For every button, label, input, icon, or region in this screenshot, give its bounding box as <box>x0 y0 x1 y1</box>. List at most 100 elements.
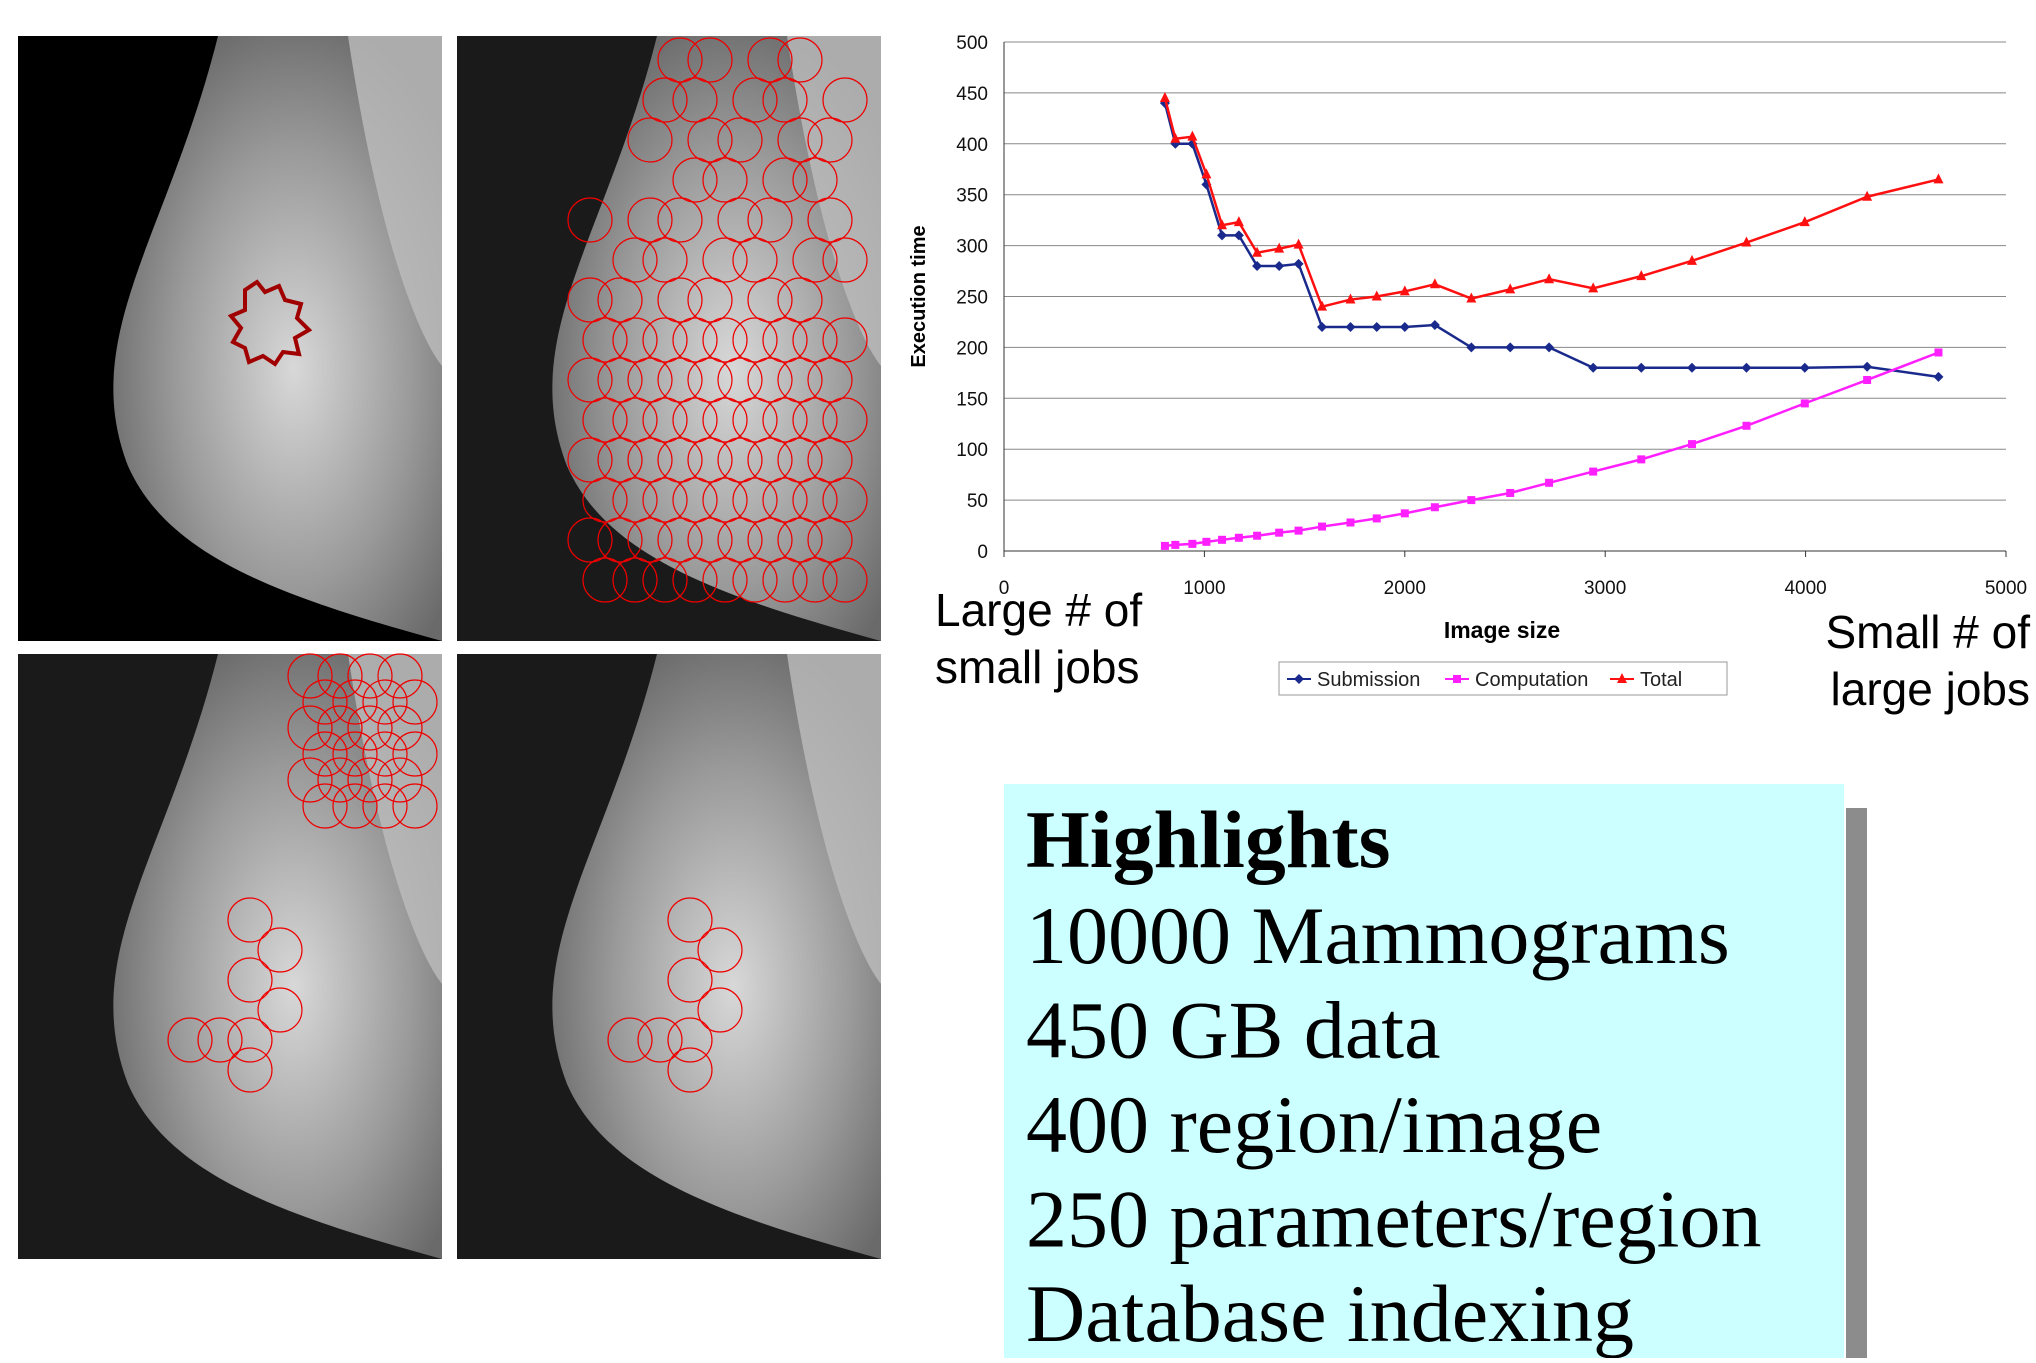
region-circle <box>717 357 763 403</box>
region-circle <box>777 117 823 163</box>
region-circle <box>567 437 613 483</box>
highlight-item: 400 region/image <box>1026 1079 1602 1170</box>
marker <box>1233 216 1244 227</box>
marker <box>1253 531 1262 540</box>
region-circle <box>822 77 868 123</box>
y-tick-label: 50 <box>967 491 988 512</box>
annotation: large jobs <box>1831 663 2030 715</box>
marker <box>1589 467 1598 476</box>
marker <box>1274 242 1285 253</box>
annotation: small jobs <box>935 641 1140 693</box>
marker <box>1171 540 1180 549</box>
region-circle <box>822 477 868 523</box>
marker <box>1544 342 1555 353</box>
region-circle <box>777 357 823 403</box>
region-circle <box>822 237 868 283</box>
region-circle <box>637 1017 683 1063</box>
region-circle <box>612 237 658 283</box>
region-circle <box>687 357 733 403</box>
region-circle <box>302 731 348 777</box>
region-circle <box>377 705 423 751</box>
region-circle <box>762 317 808 363</box>
region-circle <box>672 157 718 203</box>
region-circle <box>807 197 853 243</box>
region-circle <box>717 437 763 483</box>
marker <box>1505 283 1516 294</box>
region-circle <box>777 277 823 323</box>
region-circle <box>747 357 793 403</box>
highlight-item: 10000 Mammograms <box>1026 890 1730 981</box>
y-tick-label: 0 <box>977 542 988 563</box>
region-circle <box>332 731 378 777</box>
region-circle <box>167 1017 213 1063</box>
y-tick-label: 350 <box>956 186 988 207</box>
region-circle <box>667 1047 713 1093</box>
region-circle <box>667 897 713 943</box>
region-circle <box>332 783 378 829</box>
region-circle <box>717 117 763 163</box>
region-circle <box>227 957 273 1003</box>
region-circle <box>642 317 688 363</box>
region-circle <box>732 397 778 443</box>
marker <box>1742 421 1751 430</box>
region-circle <box>747 517 793 563</box>
region-circle <box>582 317 628 363</box>
highlight-item: 250 parameters/region <box>1026 1174 1761 1265</box>
marker <box>1252 260 1263 271</box>
region-circle <box>657 357 703 403</box>
region-circle <box>762 157 808 203</box>
marker <box>1505 342 1516 353</box>
region-circle <box>287 757 333 803</box>
region-circle <box>822 557 868 603</box>
region-circle <box>792 477 838 523</box>
marker <box>1506 488 1515 497</box>
region-circle <box>392 783 438 829</box>
marker <box>1317 300 1328 311</box>
marker <box>1293 238 1304 249</box>
region-circle <box>762 397 808 443</box>
mammogram <box>18 654 442 1259</box>
marker <box>1294 526 1303 535</box>
region-circle <box>567 277 613 323</box>
region-circle <box>332 679 378 725</box>
marker <box>1862 190 1873 201</box>
marker <box>1217 219 1228 230</box>
region-circle <box>702 317 748 363</box>
mammogram-images <box>18 36 881 1259</box>
region-circle <box>667 1017 713 1063</box>
region-circle <box>807 437 853 483</box>
region-circle <box>702 237 748 283</box>
region-circle <box>317 757 363 803</box>
region-circle <box>317 653 363 699</box>
breast-tissue <box>113 654 442 1259</box>
region-circle <box>657 197 703 243</box>
region-circle <box>732 557 778 603</box>
marker <box>1799 362 1810 373</box>
region-circle <box>822 317 868 363</box>
region-circle <box>747 197 793 243</box>
region-circle <box>777 37 823 83</box>
region-circle <box>612 397 658 443</box>
marker <box>1345 322 1356 333</box>
marker <box>1687 440 1696 449</box>
marker <box>1170 132 1181 143</box>
region-circle <box>657 37 703 83</box>
region-circle <box>227 1017 273 1063</box>
region-circle <box>792 317 838 363</box>
region-circle <box>567 517 613 563</box>
y-axis-title: Execution time <box>908 225 930 367</box>
marker <box>1399 322 1410 333</box>
region-circle <box>672 477 718 523</box>
region-circle <box>287 653 333 699</box>
marker <box>1371 322 1382 333</box>
region-circle <box>612 477 658 523</box>
region-circle <box>687 437 733 483</box>
highlight-item: Database indexing <box>1026 1268 1634 1358</box>
region-circle <box>807 357 853 403</box>
region-circle <box>227 1047 273 1093</box>
region-circle <box>807 517 853 563</box>
marker <box>1636 270 1647 281</box>
marker <box>1466 292 1477 303</box>
y-tick-label: 150 <box>956 389 988 410</box>
